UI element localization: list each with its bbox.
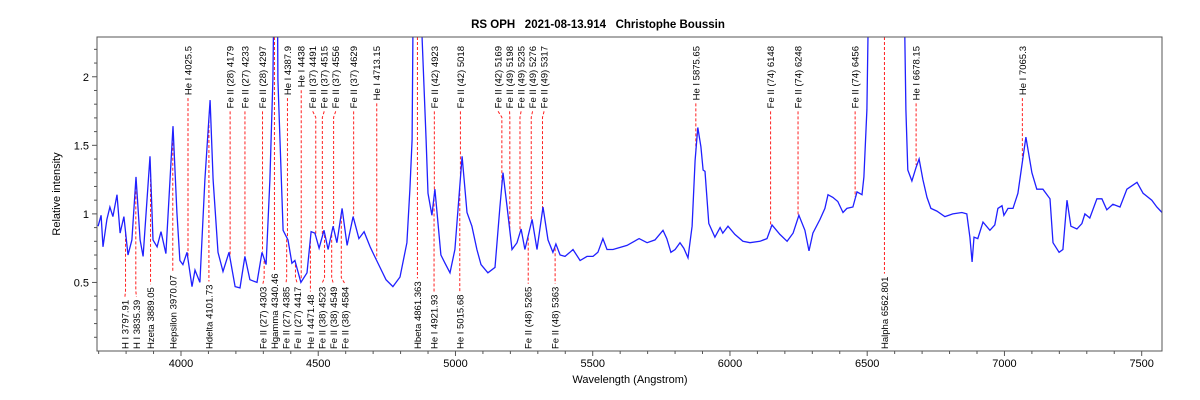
- marker-label-top: He I 6678.15: [912, 46, 923, 100]
- marker-line: [262, 260, 265, 284]
- marker-label-top: Fe II (42) 5018: [456, 46, 467, 108]
- marker-label-bottom: He I 4921.93: [430, 295, 441, 349]
- marker-label-bottom: Fe II (48) 5363: [551, 287, 562, 349]
- marker-label-bottom: Hzeta 3889.05: [146, 287, 157, 349]
- x-tick-label: 4500: [306, 358, 330, 370]
- marker-line: [285, 239, 288, 284]
- marker-label-top: Fe II (37) 4629: [349, 46, 360, 108]
- marker-line: [333, 111, 337, 227]
- marker-label-top: Fe II (42) 5169: [494, 46, 505, 108]
- marker-line: [530, 111, 534, 221]
- marker-label-bottom: H I 3835.39: [132, 300, 143, 349]
- marker-label-top: Fe II (42) 4923: [430, 46, 441, 108]
- marker-label-bottom: Hbeta 4861.363: [413, 281, 424, 349]
- marker-line: [321, 111, 325, 235]
- marker-label-top: He I 4713.15: [372, 46, 383, 100]
- marker-label-bottom: Fe II (27) 4385: [281, 287, 292, 349]
- marker-label-top: Fe II (37) 4515: [320, 46, 331, 108]
- x-tick-label: 5000: [443, 358, 467, 370]
- marker-label-bottom: Fe II (38) 4584: [340, 287, 351, 349]
- marker-label-top: Fe II (74) 6456: [851, 46, 862, 108]
- marker-label-top: He I 4387.9: [283, 46, 294, 95]
- marker-label-top: He I 4438: [297, 46, 308, 87]
- marker-label-bottom: Fe II (27) 4417: [293, 287, 304, 349]
- marker-line: [321, 234, 326, 284]
- marker-label-bottom: Fe II (38) 4549: [329, 287, 340, 349]
- marker-line: [312, 111, 317, 235]
- marker-label-top: Fe II (49) 5276: [528, 46, 539, 108]
- y-tick-label: 2: [83, 72, 89, 84]
- marker-label-top: Fe II (27) 4233: [240, 46, 251, 108]
- marker-line: [294, 264, 298, 284]
- y-tick-label: 1: [83, 209, 89, 221]
- y-axis-label: Relative intensity: [51, 152, 63, 236]
- x-tick-label: 7500: [1129, 358, 1153, 370]
- marker-label-top: Fe II (37) 4556: [331, 46, 342, 108]
- marker-line: [331, 234, 334, 284]
- marker-label-top: He I 4025.5: [183, 46, 194, 95]
- marker-label-bottom: Hgamma 4340.46: [270, 273, 281, 349]
- x-tick-label: 5500: [580, 358, 604, 370]
- marker-label-top: Fe II (74) 6248: [794, 46, 805, 108]
- marker-label-bottom: Fe II (38) 4523: [317, 287, 328, 349]
- x-tick-label: 4000: [169, 358, 193, 370]
- marker-label-bottom: He I 5015.68: [455, 295, 466, 349]
- marker-label-top: Fe II (28) 4179: [226, 46, 237, 108]
- plot-frame: [96, 36, 1163, 352]
- marker-label-bottom: Halpha 6562.801: [880, 277, 891, 349]
- marker-label-top: He I 5875.65: [691, 46, 702, 100]
- marker-label-top: Fe II (28) 4297: [258, 46, 269, 108]
- marker-line: [340, 215, 346, 284]
- x-tick-label: 6000: [718, 358, 742, 370]
- marker-label-bottom: Hepsilon 3970.07: [168, 275, 179, 349]
- y-tick-label: 0.5: [74, 277, 89, 289]
- marker-label-bottom: He I 4471.48: [306, 295, 317, 349]
- spectrum-line: [97, 37, 1162, 289]
- chart-title: RS OPH 2021-08-13.914 Christophe Boussin: [471, 19, 725, 31]
- marker-line: [541, 111, 545, 209]
- marker-label-top: Fe II (74) 6148: [766, 46, 777, 108]
- marker-line: [124, 233, 127, 297]
- marker-label-bottom: Fe II (27) 4303: [258, 287, 269, 349]
- line-markers: He I 4025.5 Fe II (28) 4179 Fe II (27) 423…: [120, 37, 1029, 349]
- marker-label-bottom: H I 3797.91: [120, 300, 131, 349]
- marker-label-top: Fe II (49) 5198: [505, 46, 516, 108]
- marker-line: [519, 111, 522, 231]
- marker-label-top: He I 7065.3: [1018, 46, 1029, 95]
- x-axis-label: Wavelength (Angstrom): [572, 374, 687, 386]
- y-tick-label: 1.5: [74, 140, 89, 152]
- marker-label-top: Fe II (37) 4491: [308, 46, 319, 108]
- marker-label-bottom: Fe II (48) 5265: [524, 287, 535, 349]
- marker-label-top: Fe II (49) 5235: [517, 46, 528, 108]
- x-tick-label: 6500: [855, 358, 879, 370]
- marker-label-top: Fe II (49) 5317: [540, 46, 551, 108]
- marker-label-bottom: Hdelta 4101.73: [204, 285, 215, 349]
- x-tick-label: 7000: [992, 358, 1016, 370]
- marker-line: [497, 111, 503, 184]
- marker-line: [135, 181, 137, 297]
